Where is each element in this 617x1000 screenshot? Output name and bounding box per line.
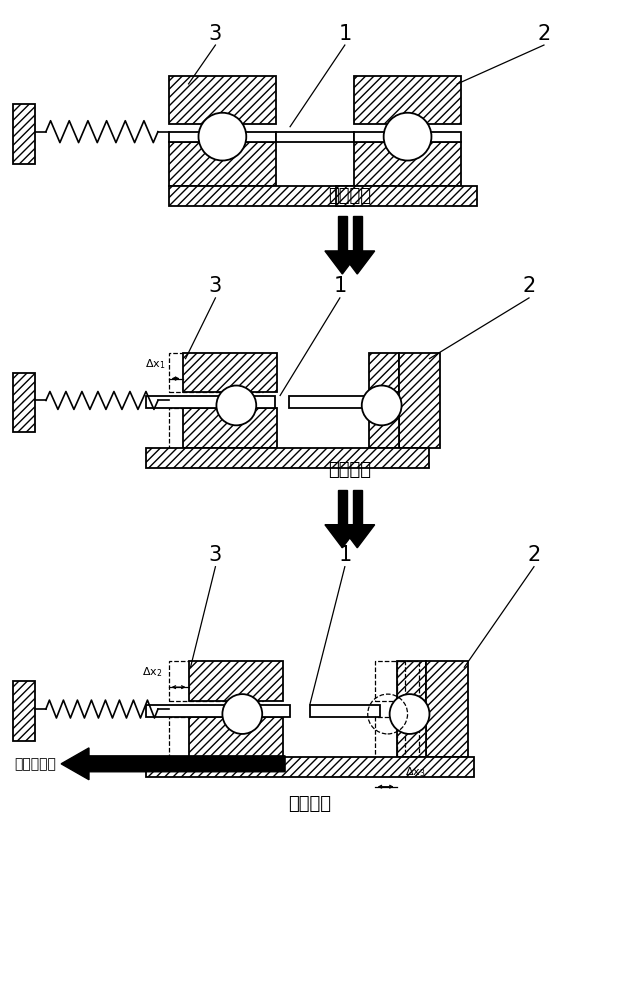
Bar <box>369 353 399 392</box>
Bar <box>354 142 462 186</box>
Bar <box>397 661 418 757</box>
Bar <box>168 186 354 206</box>
Bar <box>336 186 477 206</box>
Text: 1: 1 <box>338 24 352 44</box>
Bar <box>397 717 426 757</box>
Bar <box>146 448 429 468</box>
Bar <box>354 76 462 124</box>
Bar <box>168 408 263 448</box>
Circle shape <box>199 113 246 161</box>
Text: 1: 1 <box>338 545 352 565</box>
Circle shape <box>217 386 256 425</box>
Polygon shape <box>61 748 285 780</box>
Text: 工作状态: 工作状态 <box>289 795 331 813</box>
Bar <box>397 661 426 701</box>
Bar <box>375 717 405 757</box>
Circle shape <box>222 694 262 734</box>
Circle shape <box>362 386 402 425</box>
Polygon shape <box>338 490 347 525</box>
Circle shape <box>384 113 431 161</box>
Bar <box>399 353 441 448</box>
Text: 转子轴向力: 转子轴向力 <box>14 757 56 771</box>
Bar <box>426 661 468 757</box>
Bar <box>146 396 275 408</box>
Text: 2: 2 <box>537 24 550 44</box>
Bar <box>14 681 35 741</box>
Bar <box>189 661 283 701</box>
Bar <box>168 717 263 757</box>
Bar <box>310 705 379 717</box>
Bar <box>146 705 290 717</box>
Bar <box>183 353 277 392</box>
Text: 2: 2 <box>528 545 540 565</box>
Text: 2: 2 <box>523 276 536 296</box>
Text: 3: 3 <box>209 276 222 296</box>
Bar <box>14 373 35 432</box>
Bar <box>168 142 276 186</box>
Polygon shape <box>325 251 360 274</box>
Bar <box>146 757 474 777</box>
Bar <box>276 132 354 142</box>
Polygon shape <box>338 216 347 251</box>
Text: $\Delta$x$_3$: $\Delta$x$_3$ <box>405 765 425 779</box>
Polygon shape <box>353 490 362 525</box>
Text: 1: 1 <box>333 276 347 296</box>
Bar <box>289 396 369 408</box>
Bar <box>183 408 277 448</box>
Bar <box>168 661 263 701</box>
Bar <box>168 76 276 124</box>
Text: $\Delta$x$_1$: $\Delta$x$_1$ <box>146 357 166 371</box>
Text: 自由状态: 自由状态 <box>328 187 371 205</box>
Text: $\Delta$x$_2$: $\Delta$x$_2$ <box>143 665 163 679</box>
Polygon shape <box>353 216 362 251</box>
Text: 装配状态: 装配状态 <box>328 461 371 479</box>
Text: 3: 3 <box>209 24 222 44</box>
Text: 3: 3 <box>209 545 222 565</box>
Bar <box>375 661 405 701</box>
Bar <box>168 353 263 392</box>
Polygon shape <box>325 525 360 548</box>
Polygon shape <box>340 525 375 548</box>
Polygon shape <box>340 251 375 274</box>
Bar <box>369 408 399 448</box>
Bar <box>168 132 276 142</box>
Circle shape <box>389 694 429 734</box>
Bar <box>189 717 283 757</box>
Bar <box>14 104 35 164</box>
Bar <box>354 132 462 142</box>
